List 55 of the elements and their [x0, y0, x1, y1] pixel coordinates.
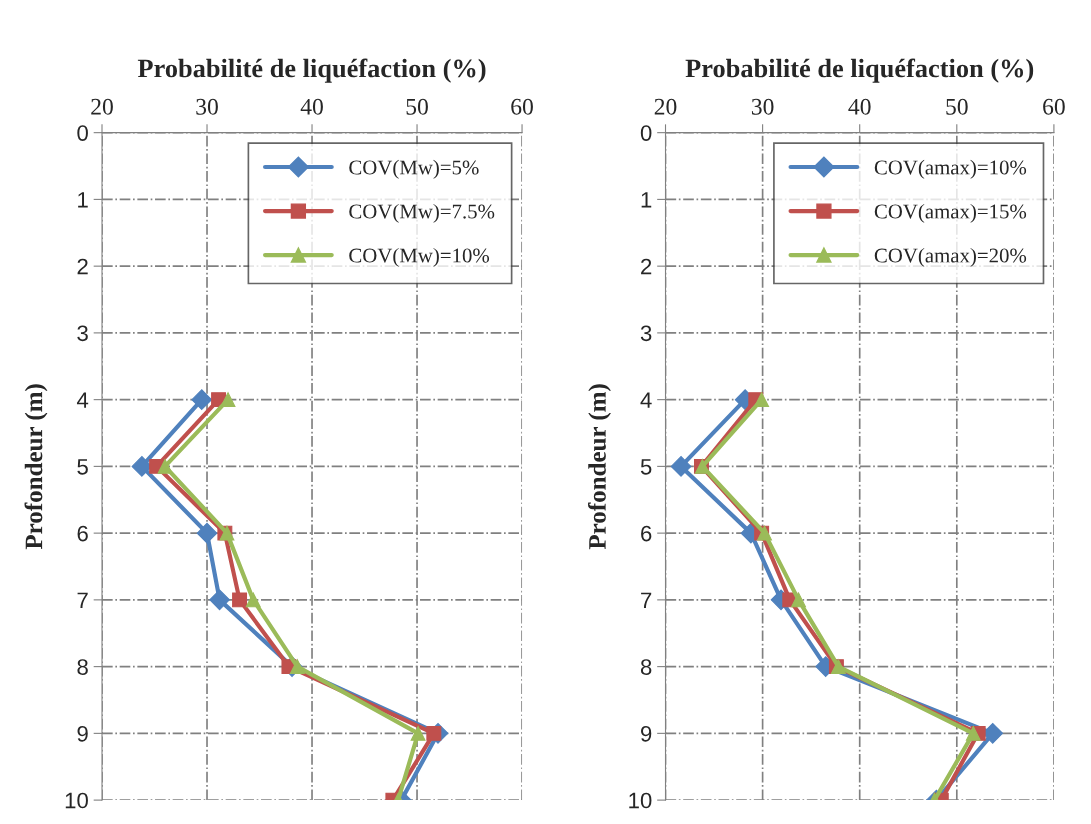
y-tick-label: 7	[77, 592, 88, 608]
legend-label: COV(amax)=20%	[874, 247, 1027, 267]
y-tick-label: 0	[77, 125, 88, 141]
x-tick-label: 50	[946, 98, 968, 115]
x-tick-label: 30	[196, 98, 218, 115]
legend-label: COV(amax)=15%	[874, 203, 1027, 223]
y-tick-label: 6	[641, 525, 652, 542]
point	[157, 458, 173, 474]
point	[220, 392, 236, 408]
y-tick-label: 5	[77, 459, 88, 475]
legend-label: COV(Mw)=7.5%	[349, 203, 495, 223]
legend-label: COV(amax)=10%	[874, 159, 1027, 179]
point	[791, 592, 806, 608]
y-tick-label: 6	[77, 525, 88, 542]
y-axis-title: Profondeur (m)	[588, 384, 611, 550]
y-tick-label: 9	[77, 725, 88, 742]
y-tick-label: 0	[640, 125, 652, 141]
y-tick-label: 9	[641, 725, 652, 742]
point	[245, 592, 261, 608]
y-tick-label: 7	[641, 592, 652, 608]
chart-title: Probabilité de liquéfaction (%)	[137, 58, 486, 83]
y-tick-label: 8	[77, 659, 88, 675]
point	[410, 725, 426, 741]
point	[754, 392, 770, 408]
y-tick-label: 2	[641, 258, 652, 275]
x-tick-label: 40	[848, 98, 871, 115]
x-tick-label: 50	[406, 98, 428, 115]
x-tick-label: 30	[751, 98, 774, 115]
y-tick-label: 3	[77, 325, 88, 342]
legend-label: COV(Mw)=5%	[349, 159, 479, 179]
point	[196, 522, 218, 544]
x-tick-label: 20	[91, 98, 113, 115]
point	[426, 725, 442, 741]
x-tick-label: 20	[654, 98, 677, 115]
point	[232, 592, 248, 608]
y-tick-label: 8	[640, 659, 652, 675]
y-tick-label: 2	[77, 258, 88, 275]
x-tick-label: 60	[511, 98, 533, 115]
y-tick-label: 10	[629, 792, 652, 809]
y-tick-label: 10	[65, 792, 88, 809]
point	[670, 456, 692, 477]
y-tick-label: 4	[640, 392, 652, 408]
point	[965, 725, 981, 741]
legend-label: COV(Mw)=10%	[349, 247, 490, 267]
point	[191, 389, 213, 410]
y-axis-title: Profondeur (m)	[24, 384, 48, 550]
y-tick-label: 1	[641, 192, 652, 208]
y-tick-label: 4	[76, 392, 89, 408]
y-tick-label: 3	[640, 325, 652, 342]
x-tick-label: 60	[1043, 98, 1065, 115]
x-tick-label: 40	[300, 98, 323, 115]
y-tick-label: 5	[640, 459, 652, 475]
chart-title: Probabilité de liquéfaction (%)	[685, 58, 1034, 83]
y-tick-label: 1	[78, 192, 88, 208]
point	[209, 589, 230, 611]
